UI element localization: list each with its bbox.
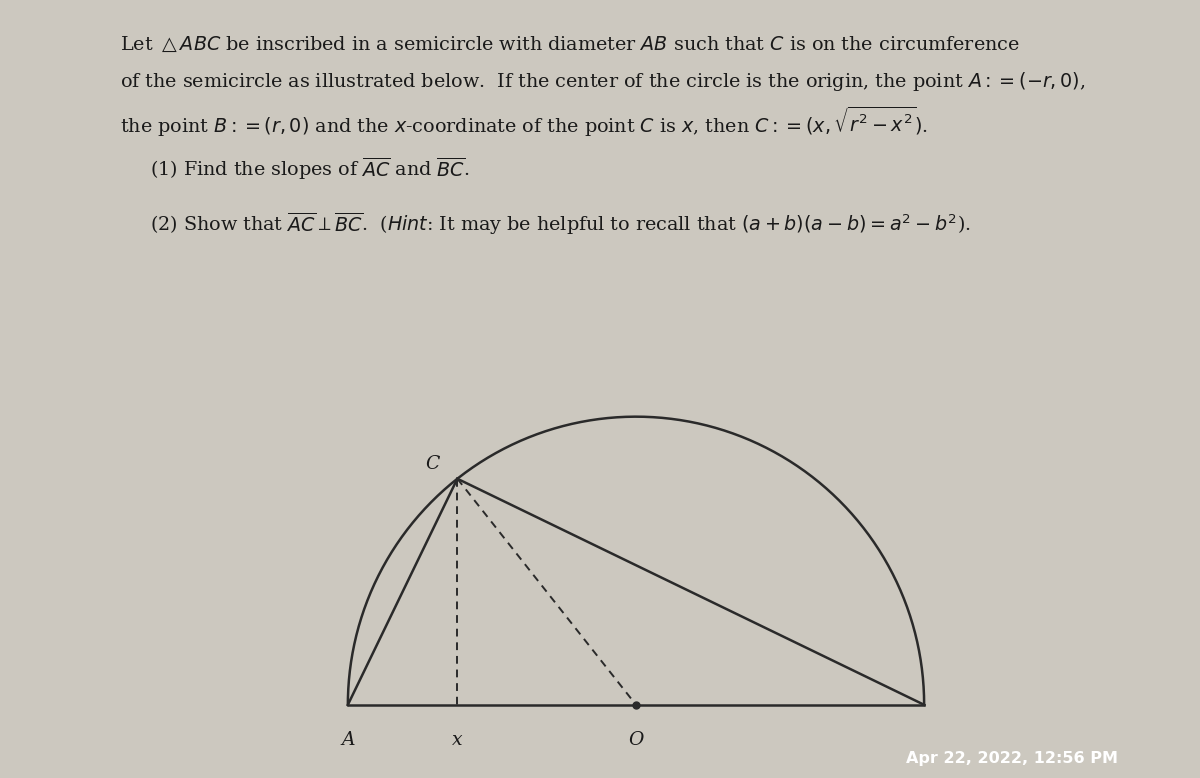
Text: (1) Find the slopes of $\overline{AC}$ and $\overline{BC}$.: (1) Find the slopes of $\overline{AC}$ a… (150, 156, 469, 182)
Text: A: A (341, 731, 355, 748)
Text: x: x (452, 731, 463, 748)
Text: C: C (426, 455, 440, 473)
Text: Let $\triangle ABC$ be inscribed in a semicircle with diameter $AB$ such that $C: Let $\triangle ABC$ be inscribed in a se… (120, 35, 1020, 54)
Text: (2) Show that $\overline{AC} \perp \overline{BC}$.  ($\mathit{Hint}$: It may be : (2) Show that $\overline{AC} \perp \over… (150, 210, 971, 237)
Text: Apr 22, 2022, 12:56 PM: Apr 22, 2022, 12:56 PM (906, 752, 1118, 766)
Text: O: O (629, 731, 643, 748)
Text: of the semicircle as illustrated below.  If the center of the circle is the orig: of the semicircle as illustrated below. … (120, 70, 1086, 93)
Text: the point $B:=(r,0)$ and the $x$-coordinate of the point $C$ is $x$, then $C:=(x: the point $B:=(r,0)$ and the $x$-coordin… (120, 105, 929, 139)
